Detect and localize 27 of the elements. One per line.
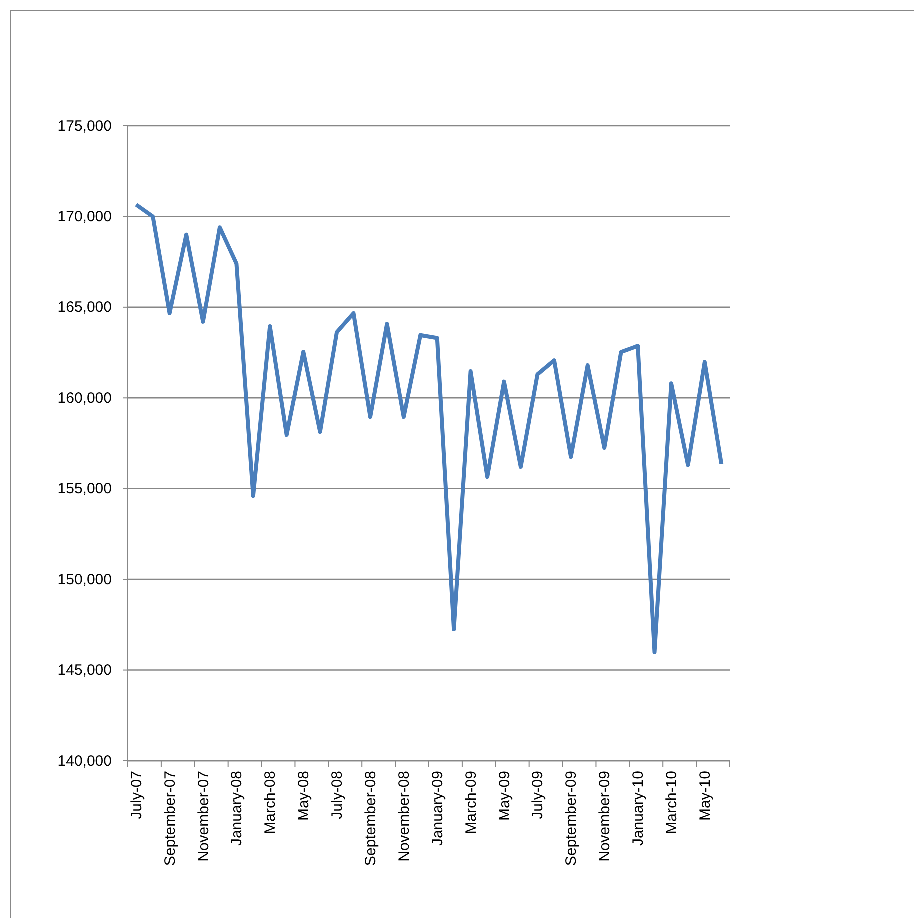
y-tick-label: 165,000 bbox=[58, 299, 112, 316]
y-tick-label: 145,000 bbox=[58, 662, 112, 680]
y-tick-label: 155,000 bbox=[58, 480, 112, 498]
x-tick-label: March-08 bbox=[262, 771, 280, 834]
x-tick-label: November-08 bbox=[396, 771, 413, 862]
line-series bbox=[134, 202, 724, 655]
x-tick-label: March-10 bbox=[663, 771, 680, 834]
x-tick-label: September-07 bbox=[162, 771, 179, 866]
y-tick-label: 160,000 bbox=[58, 390, 112, 407]
y-tick-label: 175,000 bbox=[58, 118, 112, 135]
x-tick-label: November-07 bbox=[195, 771, 212, 862]
x-tick-label: November-09 bbox=[596, 771, 614, 862]
x-tick-label: May-10 bbox=[696, 771, 714, 822]
x-tick-label: January-10 bbox=[630, 771, 648, 846]
x-tick-label: July-08 bbox=[329, 771, 346, 820]
x-tick-label: May-09 bbox=[496, 771, 514, 822]
x-tick-label: March-09 bbox=[462, 771, 480, 834]
x-tick-label: July-09 bbox=[530, 771, 547, 820]
x-tick-label: May-08 bbox=[296, 771, 313, 822]
x-tick-label: July-07 bbox=[128, 771, 146, 820]
y-tick-label: 150,000 bbox=[58, 571, 112, 588]
x-tick-label: September-09 bbox=[563, 771, 580, 866]
y-tick-label: 140,000 bbox=[58, 752, 112, 770]
x-tick-label: January-08 bbox=[228, 771, 246, 846]
x-tick-label: September-08 bbox=[362, 771, 380, 866]
x-tick-label: January-09 bbox=[429, 771, 446, 846]
y-tick-label: 170,000 bbox=[58, 208, 112, 226]
